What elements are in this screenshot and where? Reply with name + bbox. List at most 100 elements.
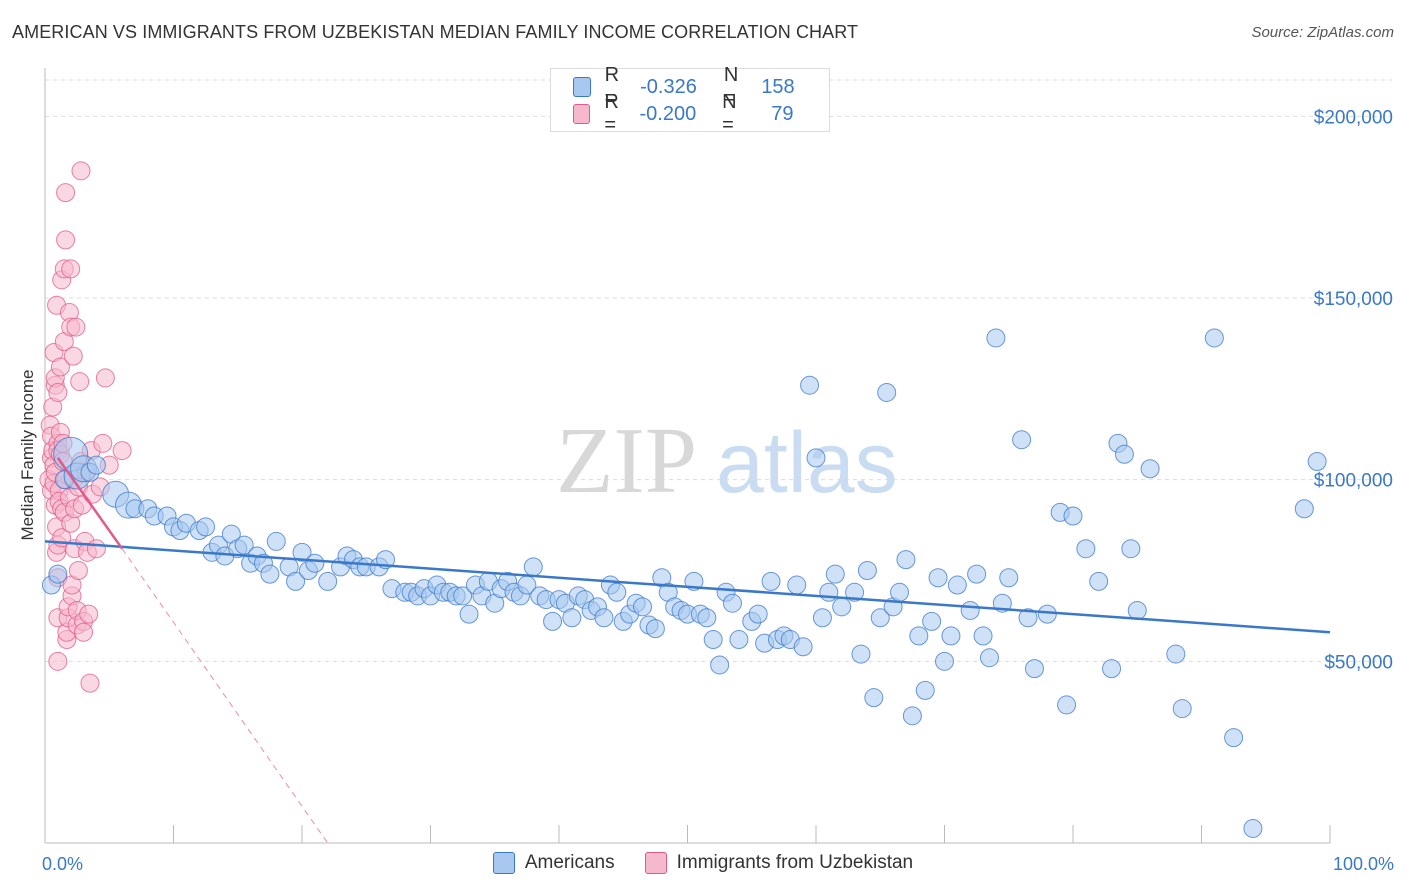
legend-n-label: N = <box>722 91 737 136</box>
y-tick-label: $150,000 <box>1314 289 1393 310</box>
data-point <box>66 317 86 337</box>
data-point <box>196 517 216 537</box>
legend-n-label: N = <box>723 64 739 109</box>
bottom-swatch-americans <box>492 852 515 874</box>
data-point <box>825 564 845 584</box>
watermark-zip: ZIP <box>556 409 697 513</box>
data-point <box>947 575 967 595</box>
chart-title: AMERICAN VS IMMIGRANTS FROM UZBEKISTAN M… <box>12 22 859 42</box>
data-point <box>979 648 999 668</box>
data-point <box>260 564 280 584</box>
data-point <box>1024 659 1044 679</box>
data-point <box>697 608 717 628</box>
bottom-legend-immigrants: Immigrants from Uzbekistan <box>644 852 914 874</box>
data-point <box>986 328 1006 348</box>
grid-lines <box>45 79 1392 662</box>
data-point <box>459 604 479 624</box>
data-point <box>812 608 832 628</box>
data-point <box>915 680 935 700</box>
data-point <box>973 626 993 646</box>
data-point <box>1018 608 1038 628</box>
data-point <box>1224 728 1244 748</box>
data-point <box>909 626 929 646</box>
watermark-atlas: atlas <box>716 415 898 511</box>
data-point <box>800 375 820 395</box>
data-point <box>562 608 582 628</box>
bottom-legend-immigrants-label: Immigrants from Uzbekistan <box>676 852 914 873</box>
watermark: ZIP atlas <box>556 409 898 513</box>
data-point <box>960 600 980 620</box>
data-point <box>1012 430 1032 450</box>
data-point <box>1166 644 1186 664</box>
data-point <box>607 582 627 602</box>
data-point <box>864 688 884 708</box>
data-point <box>68 561 88 580</box>
data-point <box>832 597 852 617</box>
data-point <box>922 611 942 631</box>
data-point <box>95 368 115 388</box>
data-point <box>890 582 910 602</box>
data-point <box>793 637 813 657</box>
data-point <box>80 673 100 693</box>
series-immigrants <box>39 161 132 693</box>
data-point <box>819 582 839 602</box>
data-point <box>71 161 91 181</box>
data-point <box>761 571 781 591</box>
data-point <box>1294 499 1314 519</box>
data-point <box>1063 506 1083 526</box>
trend-line-immigrants-extension <box>121 548 329 844</box>
x-tick-label-left: 0.0% <box>42 854 83 874</box>
legend-r-value: -0.326 <box>640 75 697 98</box>
data-point <box>543 611 563 631</box>
data-point <box>722 593 742 613</box>
data-point <box>703 630 723 650</box>
trend-lines <box>44 457 1331 844</box>
data-point <box>806 448 826 468</box>
data-point <box>266 531 286 551</box>
source-label: Source: ZipAtlas.com <box>1251 24 1394 41</box>
data-point <box>935 651 954 671</box>
data-point <box>1127 600 1147 620</box>
data-point <box>63 346 83 366</box>
legend-n-value: 158 <box>761 75 795 98</box>
data-point <box>523 557 543 577</box>
data-point <box>710 655 730 675</box>
data-point <box>234 535 254 555</box>
data-point <box>645 619 665 639</box>
x-tick-label-right: 100.0% <box>1333 854 1394 874</box>
bottom-legend: Americans Immigrants from Uzbekistan <box>0 852 1406 874</box>
data-point <box>928 568 948 588</box>
data-point <box>50 357 70 377</box>
data-point <box>79 604 99 624</box>
legend-row-americans: R = -0.326 N = 158 <box>573 64 829 109</box>
data-point <box>86 539 106 559</box>
data-point <box>1140 459 1160 479</box>
data-point <box>870 608 890 628</box>
legend-r-label: R = <box>604 91 619 136</box>
data-point <box>1121 539 1141 559</box>
data-point <box>1057 695 1077 715</box>
y-axis-label: Median Family Income <box>18 369 37 540</box>
data-point <box>1204 328 1224 348</box>
data-point <box>86 455 106 475</box>
y-tick-label: $200,000 <box>1314 107 1393 128</box>
bottom-legend-americans-label: Americans <box>524 852 615 873</box>
data-point <box>1307 452 1327 471</box>
bottom-swatch-immigrants <box>644 852 667 874</box>
data-point <box>787 575 807 595</box>
data-point <box>967 564 987 584</box>
data-point <box>999 568 1019 588</box>
legend-swatch-americans <box>573 77 591 97</box>
data-point <box>1076 539 1096 559</box>
data-point <box>61 259 81 279</box>
data-point <box>748 604 768 624</box>
data-point <box>292 542 312 562</box>
data-point <box>1037 604 1057 624</box>
legend-r-value: -0.200 <box>639 102 697 125</box>
data-point <box>729 630 749 650</box>
data-point <box>305 553 325 573</box>
data-point <box>48 382 68 402</box>
legend-swatch-immigrants <box>573 104 591 124</box>
data-point <box>286 571 306 591</box>
